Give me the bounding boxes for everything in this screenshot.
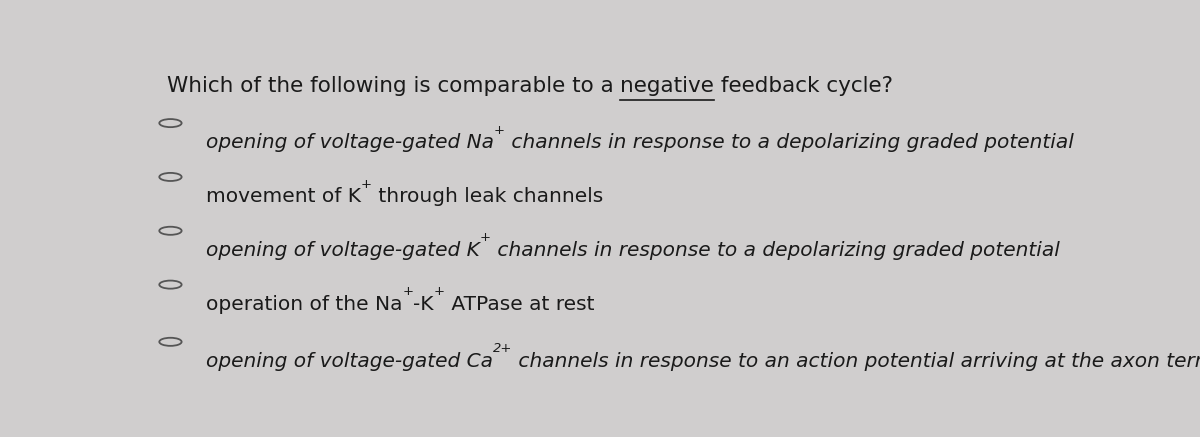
Text: opening of voltage-gated Na: opening of voltage-gated Na [206,133,494,152]
Text: +: + [434,285,445,298]
Text: channels in response to a depolarizing graded potential: channels in response to a depolarizing g… [491,241,1060,260]
Text: +: + [494,124,505,137]
Text: ATPase at rest: ATPase at rest [445,295,594,314]
Text: -K: -K [413,295,434,314]
Text: Which of the following is comparable to a: Which of the following is comparable to … [167,76,620,96]
Text: feedback cycle?: feedback cycle? [714,76,893,96]
Text: 2+: 2+ [493,343,512,355]
Text: +: + [361,177,372,191]
Text: negative: negative [620,76,714,96]
Text: channels in response to a depolarizing graded potential: channels in response to a depolarizing g… [505,133,1074,152]
Text: operation of the Na: operation of the Na [206,295,402,314]
Text: +: + [480,232,491,244]
Text: opening of voltage-gated K: opening of voltage-gated K [206,241,480,260]
Text: channels in response to an action potential arriving at the axon terminal: channels in response to an action potent… [512,352,1200,371]
Text: +: + [402,285,413,298]
Text: through leak channels: through leak channels [372,187,604,206]
Text: opening of voltage-gated Ca: opening of voltage-gated Ca [206,352,493,371]
Text: movement of K: movement of K [206,187,361,206]
